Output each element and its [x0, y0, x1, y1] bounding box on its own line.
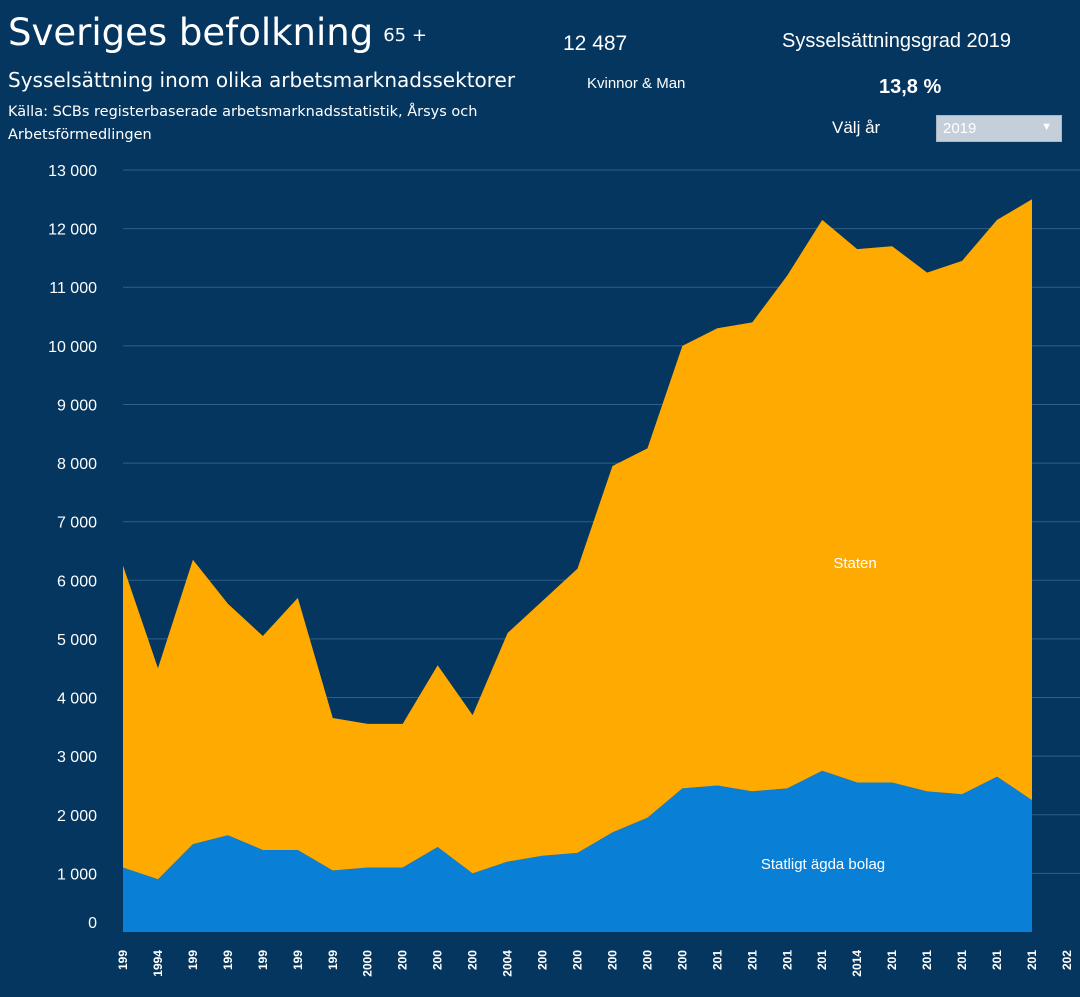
area-labels: Statligt ägda bolag Staten [761, 555, 885, 873]
series-label-staten: Staten [833, 555, 876, 572]
x-tick-label: 199 [291, 950, 305, 970]
x-tick-label: 201 [780, 950, 794, 970]
x-tick-label: 200 [640, 950, 654, 970]
x-tick-label: 202 [1060, 950, 1074, 970]
chart-subtitle: Sysselsättning inom olika arbetsmarknads… [8, 68, 516, 92]
x-tick-label: 2014 [850, 950, 864, 977]
x-tick-label: 199 [326, 950, 340, 970]
x-axis: 199 1994 199 199 199 199 199 2000 200 200 200 2004 2… [116, 950, 1074, 977]
x-tick-label: 201 [815, 950, 829, 970]
year-select-label: Välj år [832, 118, 881, 137]
y-tick-label: 12 000 [48, 222, 97, 239]
chart-areas [123, 199, 1032, 932]
chevron-down-icon: ▼ [1041, 121, 1052, 133]
x-tick-label: 201 [745, 950, 759, 970]
y-tick-label: 6 000 [57, 573, 97, 590]
area-series-1 [123, 199, 1032, 880]
x-tick-label: 200 [605, 950, 619, 970]
x-tick-label: 199 [221, 950, 235, 970]
year-select-value: 2019 [943, 120, 977, 137]
x-tick-label: 200 [466, 950, 480, 970]
page-title: Sveriges befolkning 65 + [8, 14, 427, 51]
employment-rate-title: Sysselsättningsgrad 2019 [782, 30, 1012, 52]
x-tick-label: 199 [186, 950, 200, 970]
employment-rate-value: 13,8 % [879, 76, 942, 98]
x-tick-label: 201 [955, 950, 969, 970]
x-tick-label: 201 [885, 950, 899, 970]
series-label-bolag: Statligt ägda bolag [761, 856, 885, 873]
y-tick-label: 10 000 [48, 339, 97, 356]
x-tick-label: 199 [116, 950, 130, 970]
age-group-label: 65 + [383, 25, 427, 46]
y-tick-label: 0 [88, 915, 97, 932]
x-tick-label: 200 [571, 950, 585, 970]
x-tick-label: 1994 [151, 950, 165, 977]
y-tick-label: 11 000 [49, 280, 97, 297]
source-note: Källa: SCBs registerbaserade arbetsmarkn… [8, 104, 478, 143]
x-tick-label: 200 [396, 950, 410, 970]
x-tick-label: 2004 [501, 950, 515, 977]
x-tick-label: 201 [710, 950, 724, 970]
x-tick-label: 201 [920, 950, 934, 970]
y-tick-label: 13 000 [48, 163, 97, 180]
gender-filter-label: Kvinnor & Man [587, 75, 686, 92]
y-tick-label: 7 000 [57, 515, 97, 532]
y-tick-label: 2 000 [57, 808, 97, 825]
y-tick-label: 8 000 [57, 456, 97, 473]
y-tick-label: 1 000 [57, 866, 97, 883]
x-tick-label: 201 [1025, 950, 1039, 970]
x-tick-label: 199 [256, 950, 270, 970]
population-count: 12 487 [563, 32, 628, 55]
y-tick-label: 4 000 [57, 691, 97, 708]
year-select-dropdown[interactable]: 2019 ▼ [936, 115, 1062, 142]
x-tick-label: 2000 [361, 950, 375, 977]
x-tick-label: 200 [431, 950, 445, 970]
area-series-0 [123, 770, 1032, 932]
x-tick-label: 200 [536, 950, 550, 970]
x-tick-label: 200 [675, 950, 689, 970]
x-tick-label: 201 [990, 950, 1004, 970]
title-text: Sveriges befolkning [8, 11, 374, 54]
y-tick-label: 5 000 [57, 632, 97, 649]
y-tick-label: 9 000 [57, 397, 97, 414]
y-axis: 0 1 000 2 000 3 000 4 000 5 000 6 000 7 000 8 00… [48, 163, 97, 932]
y-tick-label: 3 000 [57, 749, 97, 766]
